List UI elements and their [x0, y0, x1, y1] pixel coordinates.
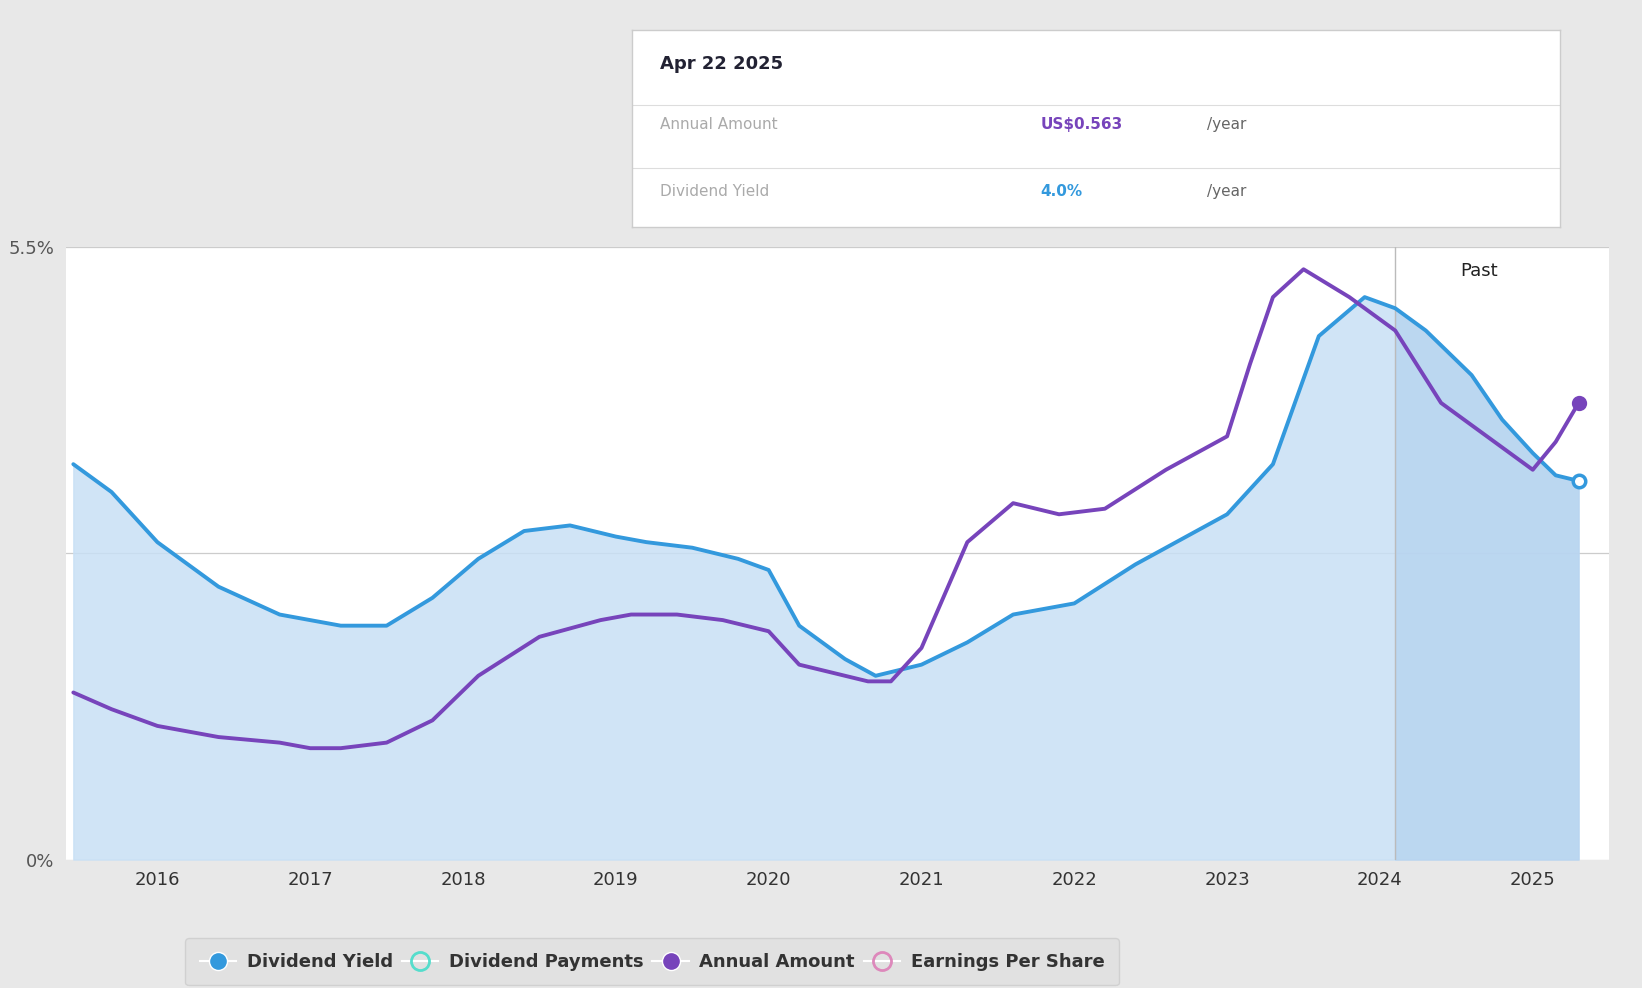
Text: US$0.563: US$0.563	[1041, 117, 1123, 131]
Text: Apr 22 2025: Apr 22 2025	[660, 55, 783, 73]
Text: /year: /year	[1207, 117, 1246, 131]
Text: Dividend Yield: Dividend Yield	[660, 184, 768, 199]
Legend: Dividend Yield, Dividend Payments, Annual Amount, Earnings Per Share: Dividend Yield, Dividend Payments, Annua…	[186, 939, 1120, 985]
Text: /year: /year	[1207, 184, 1246, 199]
Text: Annual Amount: Annual Amount	[660, 117, 778, 131]
Text: 4.0%: 4.0%	[1041, 184, 1082, 199]
Text: Past: Past	[1460, 262, 1498, 281]
